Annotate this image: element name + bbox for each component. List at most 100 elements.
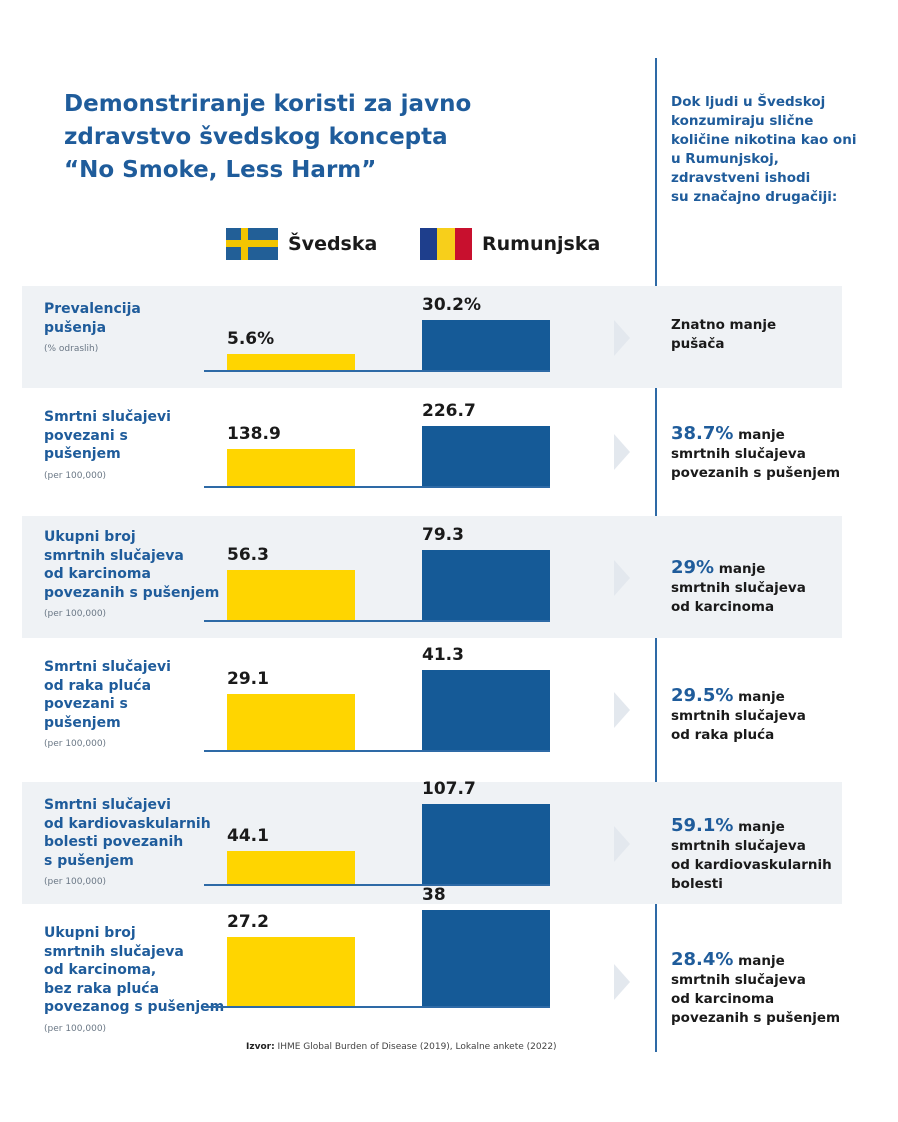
row-unit: (% odraslih) — [44, 344, 99, 354]
row-summary-line: smrtnih slučajeva — [671, 580, 806, 596]
row-summary: 38.7% manje smrtnih slučajeva povezanih s … — [671, 424, 851, 483]
bar-romania — [422, 550, 550, 620]
source-note: Izvor: IHME Global Burden of Disease (20… — [246, 1042, 557, 1052]
chevron-right-icon — [614, 560, 630, 596]
row-label: Prevalencija pušenja (% odraslih) — [44, 300, 234, 355]
bar-romania — [422, 910, 550, 1006]
value-label-sweden: 44.1 — [227, 826, 269, 846]
bar-sweden — [227, 449, 355, 486]
source-text: IHME Global Burden of Disease (2019), Lo… — [274, 1042, 557, 1052]
side-note-line: zdravstveni ishodi — [671, 170, 811, 186]
bar-baseline — [204, 486, 550, 488]
row-summary-line: 38.7% manje — [671, 423, 785, 444]
row-summary-line: smrtnih slučajeva — [671, 708, 806, 724]
row-label-line: bolesti povezanih — [44, 834, 184, 850]
sweden-flag-icon — [226, 228, 278, 260]
row-label-line: pušenjem — [44, 714, 121, 731]
row-label-line: s pušenjem — [44, 852, 134, 869]
row-summary-line: od raka pluća — [671, 727, 775, 743]
row-label-line: Ukupni broj — [44, 925, 136, 941]
legend-romania: Rumunjska — [420, 228, 600, 260]
row-label: Ukupni broj smrtnih slučajeva od karcinoma… — [44, 528, 234, 620]
row-summary-percent: 29.5% — [671, 685, 734, 706]
row-label-line: Smrtni slučajevi — [44, 659, 171, 675]
bar-sweden — [227, 570, 355, 620]
bar-romania — [422, 426, 550, 486]
chevron-right-icon — [614, 826, 630, 862]
row-label-line: pušenjem — [44, 446, 121, 462]
bar-sweden — [227, 937, 355, 1006]
row-summary-line: bolesti — [671, 876, 723, 892]
row-label-line: Smrtni slučajevi — [44, 797, 171, 813]
row-summary-line: Znatno manje — [671, 317, 777, 333]
row-label: Smrtni slučajevi od kardiovaskularnih bole… — [44, 796, 234, 888]
row-label-line: Prevalencija — [44, 301, 141, 317]
row-summary-line: od karcinoma — [671, 599, 775, 615]
row-summary-line: 59.1% manje — [671, 815, 785, 836]
legend-sweden: Švedska — [226, 228, 377, 260]
row-summary-line: 29.5% manje — [671, 685, 785, 706]
row-summary: Znatno manje pušača — [671, 316, 851, 354]
row-label-line: povezanih s pušenjem — [44, 584, 220, 601]
value-label-romania: 79.3 — [422, 525, 464, 545]
page-title: Demonstriranje koristi za javno zdravstv… — [64, 88, 604, 187]
chevron-right-icon — [614, 434, 630, 470]
value-label-romania: 107.7 — [422, 779, 476, 799]
value-label-sweden: 29.1 — [227, 669, 269, 689]
bar-baseline — [204, 620, 550, 622]
row-label-line: smrtnih slučajeva — [44, 547, 184, 564]
row-summary: 28.4% manje smrtnih slučajeva od karcinoma… — [671, 950, 851, 1028]
legend-sweden-label: Švedska — [288, 233, 378, 255]
side-note-line: Dok ljudi u Švedskoj — [671, 94, 826, 110]
row-label-line: povezani s — [44, 696, 128, 712]
bar-romania — [422, 320, 550, 370]
row-label-line: od raka pluća — [44, 677, 152, 694]
row-summary-line: smrtnih slučajeva — [671, 838, 806, 854]
row-summary: 59.1% manje smrtnih slučajeva od kardiovas… — [671, 816, 851, 894]
chevron-right-icon — [614, 320, 630, 356]
row-summary-line: od kardiovaskularnih — [671, 857, 832, 873]
value-label-romania: 30.2% — [422, 295, 481, 315]
row-label: Ukupni broj smrtnih slučajeva od karcinoma… — [44, 924, 234, 1035]
chart-row: Ukupni broj smrtnih slučajeva od karcinoma… — [22, 885, 842, 1038]
row-label: Smrtni slučajevi povezani s pušenjem (per 1… — [44, 408, 234, 482]
row-summary-line: smrtnih slučajeva — [671, 446, 806, 462]
bar-romania — [422, 670, 550, 750]
bar-sweden — [227, 851, 355, 884]
row-label-line: bez raka pluća — [44, 980, 160, 997]
bar-baseline — [204, 750, 550, 752]
row-summary: 29% manje smrtnih slučajeva od karcinoma — [671, 558, 851, 617]
chart-row: Smrtni slučajevi od kardiovaskularnih bole… — [22, 779, 842, 904]
row-summary-line: povezanih s pušenjem — [671, 465, 841, 481]
side-note-line: su značajno drugačiji: — [671, 189, 838, 205]
source-label: Izvor: — [246, 1042, 275, 1052]
value-label-sweden: 5.6% — [227, 329, 275, 349]
row-label-line: od kardiovaskularnih — [44, 815, 211, 832]
side-note-line: u Rumunjskoj, — [671, 151, 779, 167]
value-label-romania: 38 — [422, 885, 446, 905]
chart-row: Prevalencija pušenja (% odraslih) 5.6% 30.2%… — [22, 286, 842, 388]
row-summary-line: pušača — [671, 336, 725, 352]
row-summary: 29.5% manje smrtnih slučajeva od raka pluć… — [671, 686, 851, 745]
bar-romania — [422, 804, 550, 884]
row-label: Smrtni slučajevi od raka pluća povezani s p… — [44, 658, 234, 750]
side-note-line: količine nikotina kao oni — [671, 132, 857, 148]
row-summary-line: 29% manje — [671, 557, 766, 578]
title-line: zdravstvo švedskog koncepta — [64, 124, 448, 150]
row-unit: (per 100,000) — [44, 470, 107, 481]
row-unit: (per 100,000) — [44, 739, 107, 749]
value-label-sweden: 27.2 — [227, 912, 269, 932]
value-label-romania: 41.3 — [422, 645, 464, 665]
bar-baseline — [204, 1006, 550, 1008]
row-label-line: od karcinoma, — [44, 962, 157, 978]
bar-baseline — [204, 370, 550, 372]
chart-row: Smrtni slučajevi od raka pluća povezani s p… — [22, 640, 842, 780]
side-note: Dok ljudi u Švedskoj konzumiraju slične … — [671, 93, 881, 207]
romania-flag-icon — [420, 228, 472, 260]
value-label-sweden: 56.3 — [227, 545, 269, 565]
value-label-romania: 226.7 — [422, 401, 476, 421]
row-label-line: povezani s — [44, 427, 128, 444]
bar-sweden — [227, 694, 355, 750]
title-line: Demonstriranje koristi za javno — [64, 91, 472, 117]
row-unit: (per 100,000) — [44, 609, 107, 619]
